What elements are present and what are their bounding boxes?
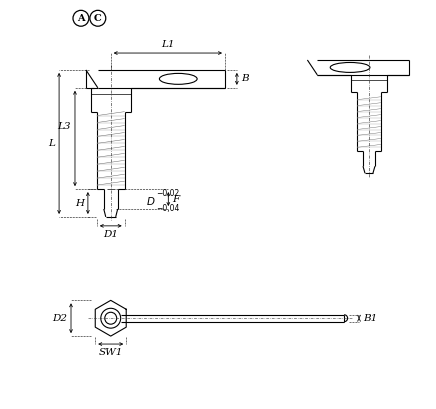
Text: F: F	[172, 195, 180, 204]
Text: A: A	[77, 14, 85, 23]
Text: C: C	[94, 14, 102, 23]
Text: −0,02: −0,02	[157, 189, 180, 198]
Text: D2: D2	[52, 314, 67, 323]
Text: B1: B1	[363, 314, 377, 323]
Text: D1: D1	[103, 230, 118, 239]
Text: L1: L1	[161, 40, 174, 49]
Text: $D$: $D$	[146, 195, 155, 207]
Text: B: B	[241, 74, 249, 83]
Text: L3: L3	[58, 122, 71, 131]
Text: H: H	[75, 198, 84, 207]
Text: L: L	[48, 139, 55, 148]
Text: SW1: SW1	[99, 348, 123, 357]
Text: −0,04: −0,04	[157, 204, 180, 213]
